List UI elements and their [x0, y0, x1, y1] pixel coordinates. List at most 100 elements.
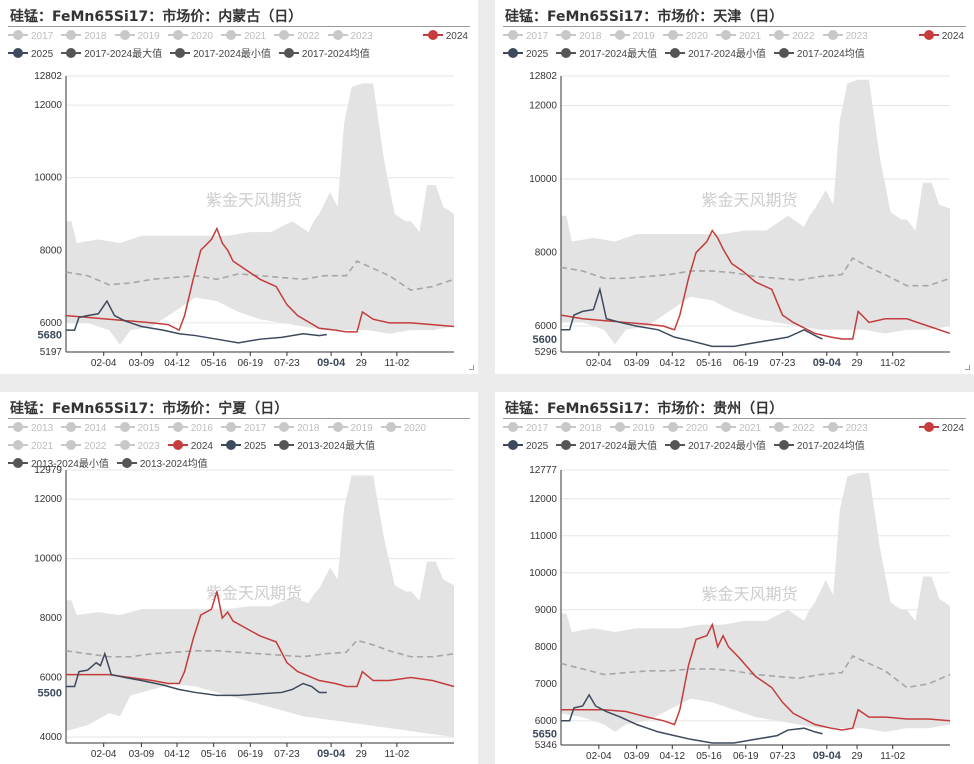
- legend-marker-icon: [221, 440, 241, 450]
- legend-item[interactable]: 2017: [503, 28, 548, 46]
- legend-item[interactable]: 2024: [167, 438, 213, 456]
- legend-item[interactable]: 2013-2024均值: [116, 456, 208, 474]
- legend-item[interactable]: 2020: [380, 420, 426, 438]
- legend-item[interactable]: 2018: [61, 28, 107, 46]
- legend-marker-icon: [665, 440, 686, 450]
- legend-item[interactable]: 2017-2024最大值: [61, 46, 162, 64]
- legend-item[interactable]: 2017: [8, 28, 53, 46]
- legend-label: 2023: [350, 31, 373, 42]
- legend-item[interactable]: 2021: [221, 28, 266, 46]
- legend-item[interactable]: 2023: [327, 28, 373, 46]
- legend-label: 2025: [526, 49, 549, 60]
- x-tick-label: 09-04: [317, 748, 346, 760]
- legend-item[interactable]: 2015: [114, 420, 160, 438]
- chart-panel-ningxia: 硅锰：FeMn65Si17：市场价：宁夏（日） 2013 2014 2015 2016…: [0, 392, 478, 764]
- legend-marker-icon: [716, 30, 736, 40]
- legend-item[interactable]: 2013-2024最大值: [274, 438, 375, 456]
- legend-item[interactable]: 2021: [8, 438, 53, 456]
- legend-item[interactable]: 2025: [503, 46, 548, 64]
- legend-item[interactable]: 2017: [503, 420, 548, 438]
- legend-item[interactable]: 2020: [662, 28, 708, 46]
- legend-item[interactable]: 2025: [8, 46, 53, 64]
- x-tick-label: 05-16: [201, 749, 227, 760]
- legend-item[interactable]: 2014: [61, 420, 107, 438]
- legend-marker-icon: [114, 440, 135, 450]
- legend-label: 2023: [845, 31, 868, 42]
- chart-title: 硅锰：FeMn65Si17：市场价：贵州（日）: [505, 401, 784, 417]
- legend-item[interactable]: 2018: [556, 28, 602, 46]
- legend-item[interactable]: 2021: [716, 420, 761, 438]
- legend-item[interactable]: 2018: [274, 420, 320, 438]
- legend-item[interactable]: 2021: [716, 28, 761, 46]
- legend-item[interactable]: 2022: [274, 28, 320, 46]
- legend-item[interactable]: 2020: [662, 420, 708, 438]
- legend-label: 2017-2024均值: [796, 441, 865, 452]
- legend-marker-icon: [61, 440, 82, 450]
- x-tick-label: 05-16: [696, 751, 722, 762]
- legend-item[interactable]: 2022: [769, 420, 815, 438]
- legend-item[interactable]: 2017-2024均值: [278, 46, 370, 64]
- legend-label: 2025: [526, 441, 549, 452]
- legend-marker-icon: [61, 48, 82, 58]
- legend-item[interactable]: 2017-2024最大值: [556, 46, 657, 64]
- y-tick-label: 12000: [529, 494, 557, 505]
- legend-item[interactable]: 2022: [769, 28, 815, 46]
- legend-item[interactable]: 2024: [918, 420, 964, 438]
- legend-item[interactable]: 2025: [221, 438, 266, 456]
- legend-item[interactable]: 2020: [167, 28, 213, 46]
- legend-item[interactable]: 2017-2024均值: [773, 438, 865, 456]
- legend-marker-icon: [167, 30, 188, 40]
- legend-item[interactable]: 2023: [114, 438, 160, 456]
- x-tick-label: 05-16: [696, 358, 722, 369]
- legend-item[interactable]: 2023: [822, 28, 868, 46]
- legend-item[interactable]: 2013: [8, 420, 53, 438]
- chart-title: 硅锰：FeMn65Si17：市场价：天津（日）: [505, 9, 784, 25]
- legend-label: 2020: [403, 423, 426, 434]
- x-tick-label: 29: [852, 358, 864, 369]
- legend-item[interactable]: 2017-2024最小值: [170, 46, 271, 64]
- chart-panel-guizhou: 硅锰：FeMn65Si17：市场价：贵州（日） 2017 2018 2019 2020…: [495, 392, 974, 764]
- legend-item[interactable]: 2023: [822, 420, 868, 438]
- legend-item[interactable]: 2019: [327, 420, 373, 438]
- chart-title: 硅锰：FeMn65Si17：市场价：宁夏（日）: [10, 401, 289, 417]
- legend-label: 2017: [31, 31, 54, 42]
- legend-item[interactable]: 2019: [609, 420, 655, 438]
- y-tick-label: 6000: [535, 716, 558, 727]
- chart-plot: 紫金天风期货 12979 12000 10000 8000 6000 4000 02-04 03…: [29, 465, 455, 760]
- legend-item[interactable]: 2017-2024均值: [773, 46, 865, 64]
- legend-label: 2017-2024均值: [301, 49, 370, 60]
- legend-item[interactable]: 2018: [556, 420, 602, 438]
- legend-marker-icon: [170, 48, 191, 58]
- legend-item[interactable]: 2025: [503, 438, 548, 456]
- legend-item[interactable]: 2017-2024最大值: [556, 438, 657, 456]
- x-tick-label: 07-23: [274, 749, 300, 760]
- legend-item[interactable]: 2013-2024最小值: [8, 456, 109, 474]
- y-tick-label: 5197: [40, 347, 63, 358]
- legend-label: 2013-2024最小值: [31, 459, 109, 470]
- title-divider: [8, 418, 470, 419]
- legend-item[interactable]: 2022: [61, 438, 107, 456]
- legend-label: 2017-2024最大值: [84, 49, 163, 60]
- legend-marker-icon: [380, 422, 401, 432]
- x-tick-label: 11-02: [880, 751, 905, 762]
- x-tick-label: 04-12: [164, 749, 190, 760]
- legend-label: 2022: [297, 31, 320, 42]
- chart-panel-tianjin: 硅锰：FeMn65Si17：市场价：天津（日） 2017 2018 2019 2020…: [495, 0, 974, 374]
- legend-marker-icon: [662, 422, 683, 432]
- legend-marker-icon: [8, 422, 28, 432]
- legend-item[interactable]: 2017-2024最小值: [665, 46, 766, 64]
- y-tick-label: 12979: [34, 465, 62, 476]
- legend-marker-icon: [327, 422, 348, 432]
- legend-item[interactable]: 2024: [422, 28, 468, 46]
- x-tick-label: 02-04: [91, 749, 117, 760]
- legend-item[interactable]: 2016: [167, 420, 213, 438]
- legend-marker-icon: [716, 422, 736, 432]
- legend-item[interactable]: 2019: [114, 28, 160, 46]
- legend-item[interactable]: 2017: [221, 420, 266, 438]
- legend-item[interactable]: 2017-2024最小值: [665, 438, 766, 456]
- legend-item[interactable]: 2024: [918, 28, 964, 46]
- legend-marker-icon: [556, 422, 577, 432]
- legend-item[interactable]: 2019: [609, 28, 655, 46]
- y-tick-label: 6000: [535, 321, 558, 332]
- x-tick-label: 06-19: [238, 358, 264, 369]
